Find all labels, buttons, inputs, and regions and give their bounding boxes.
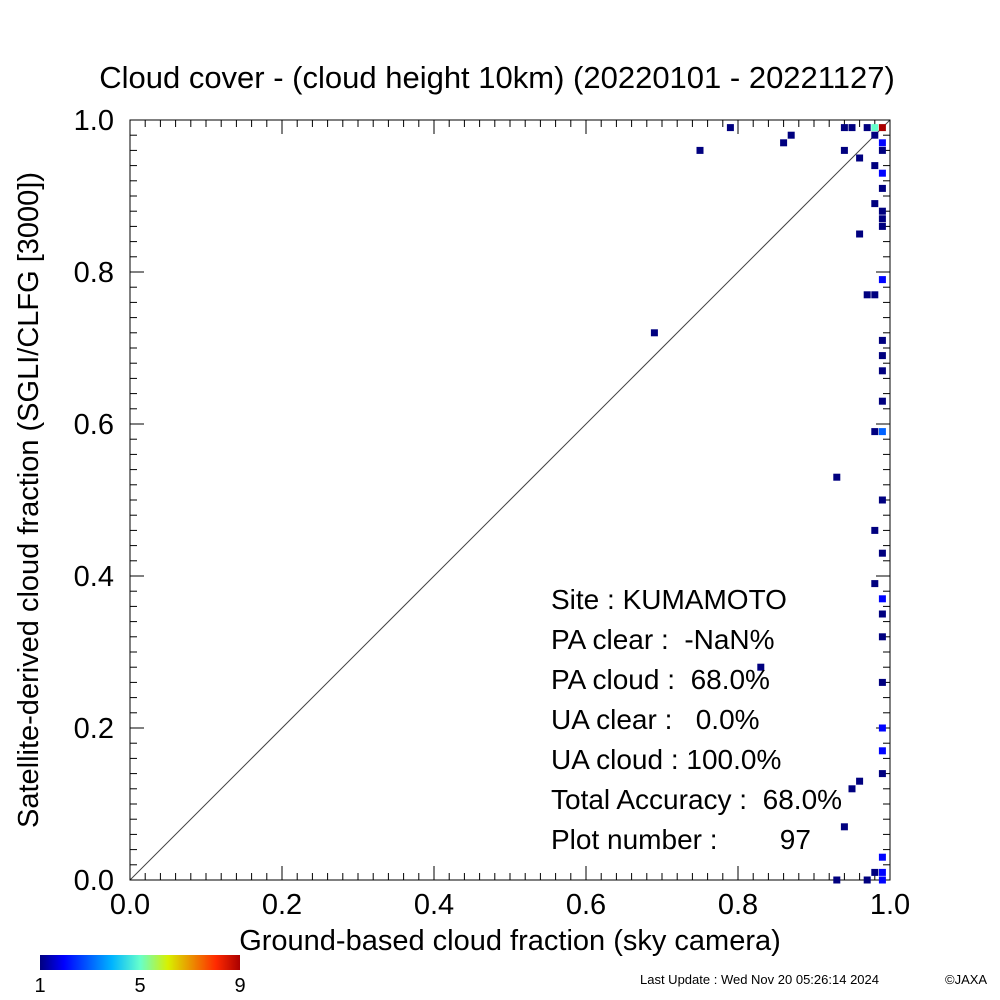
stat-line: Site : KUMAMOTO — [551, 584, 787, 615]
y-tick-label: 0.2 — [74, 713, 114, 745]
stats-box: Site : KUMAMOTO PA clear : -NaN% PA cloud … — [551, 584, 842, 855]
data-cell — [840, 124, 848, 132]
data-cell — [787, 131, 795, 139]
data-cell — [871, 428, 879, 436]
data-cell — [833, 876, 841, 884]
data-cell — [878, 184, 886, 192]
data-cell — [871, 162, 879, 170]
data-cell — [878, 139, 886, 147]
data-cell — [856, 777, 864, 785]
data-cell — [878, 352, 886, 360]
y-axis-label: Satellite-derived cloud fraction (SGLI/C… — [13, 172, 45, 828]
y-tick-label: 0.8 — [74, 257, 114, 289]
colorbar — [40, 955, 240, 970]
data-cell — [878, 868, 886, 876]
colorbar-tick-label: 1 — [34, 975, 45, 997]
colorbar-tick-label: 9 — [234, 975, 245, 997]
x-tick-label: 1.0 — [870, 889, 910, 921]
chart-title: Cloud cover - (cloud height 10km) (20220… — [99, 60, 895, 95]
y-tick-label: 1.0 — [74, 105, 114, 137]
y-tick-label: 0.0 — [74, 865, 114, 897]
data-cell — [848, 124, 856, 132]
data-cell — [871, 124, 879, 132]
stat-line: Total Accuracy : 68.0% — [551, 784, 842, 815]
axis-ticks — [129, 119, 891, 881]
x-tick-label: 0.4 — [414, 889, 454, 921]
one-to-one-line — [129, 119, 891, 881]
data-cell — [863, 124, 871, 132]
data-cell — [878, 724, 886, 732]
data-cell — [833, 473, 841, 481]
stat-line: Plot number : 97 — [551, 824, 811, 855]
data-cell — [878, 367, 886, 375]
data-cell — [878, 276, 886, 284]
data-cell — [878, 747, 886, 755]
data-cell — [863, 291, 871, 299]
data-cell — [757, 663, 765, 671]
data-cell — [871, 200, 879, 208]
data-cell — [878, 633, 886, 641]
data-cell — [878, 610, 886, 618]
data-cell — [878, 207, 886, 215]
data-cell — [878, 549, 886, 557]
data-cell — [726, 124, 734, 132]
x-tick-label: 0.2 — [262, 889, 302, 921]
tick-labels: 0.0 0.2 0.4 0.6 0.8 1.0 0.0 0.2 0.4 0.6 0.8 1.0 — [74, 105, 910, 921]
data-cell — [650, 329, 658, 337]
data-cell — [780, 139, 788, 147]
data-cell — [696, 146, 704, 154]
data-cell — [878, 496, 886, 504]
last-update: Last Update : Wed Nov 20 05:26:14 2024 — [640, 972, 879, 987]
data-cell — [878, 428, 886, 436]
y-tick-label: 0.4 — [74, 561, 114, 593]
colorbar-labels: 1 5 9 — [34, 975, 245, 997]
data-cell — [840, 823, 848, 831]
x-tick-label: 0.6 — [566, 889, 606, 921]
data-cell — [871, 526, 879, 534]
data-cell — [878, 336, 886, 344]
data-cell — [878, 169, 886, 177]
data-cell — [878, 853, 886, 861]
data-cell — [878, 770, 886, 778]
data-cell — [856, 230, 864, 238]
y-tick-label: 0.6 — [74, 409, 114, 441]
data-cell — [840, 146, 848, 154]
colorbar-tick-label: 5 — [134, 975, 145, 997]
data-cell — [878, 595, 886, 603]
stat-line: UA cloud : 100.0% — [551, 744, 781, 775]
data-cell — [878, 678, 886, 686]
data-cell — [863, 876, 871, 884]
data-cell — [871, 291, 879, 299]
x-tick-label: 0.8 — [718, 889, 758, 921]
data-cell — [848, 785, 856, 793]
data-cell — [856, 154, 864, 162]
stat-line: PA cloud : 68.0% — [551, 664, 770, 695]
data-cell — [878, 215, 886, 223]
stat-line: PA clear : -NaN% — [551, 624, 775, 655]
data-cell — [871, 868, 879, 876]
data-points — [650, 124, 886, 884]
x-tick-label: 0.0 — [110, 889, 150, 921]
data-cell — [878, 222, 886, 230]
data-cell — [871, 580, 879, 588]
data-cell — [878, 146, 886, 154]
data-cell — [871, 131, 879, 139]
data-cell — [878, 124, 886, 132]
x-axis-label: Ground-based cloud fraction (sky camera) — [239, 925, 781, 957]
data-cell — [878, 876, 886, 884]
stat-line: UA clear : 0.0% — [551, 704, 760, 735]
copyright: ©JAXA — [945, 972, 987, 987]
data-cell — [878, 397, 886, 405]
